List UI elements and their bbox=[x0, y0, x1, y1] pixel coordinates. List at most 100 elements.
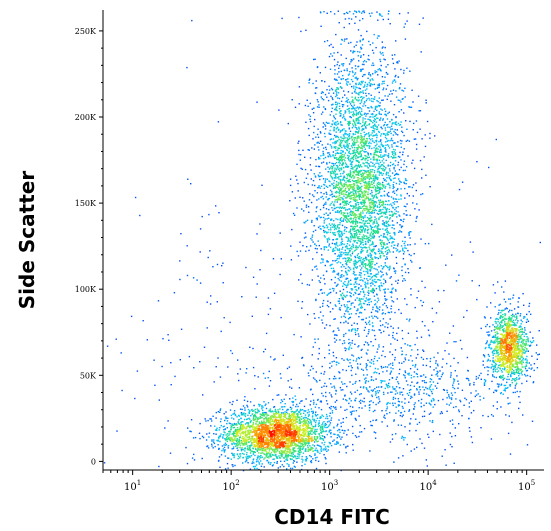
data-point bbox=[179, 359, 181, 361]
data-point bbox=[494, 389, 496, 391]
data-point bbox=[325, 191, 328, 194]
data-point bbox=[319, 172, 321, 174]
data-point bbox=[373, 212, 375, 214]
data-point bbox=[409, 423, 411, 425]
data-point bbox=[325, 391, 327, 394]
data-point bbox=[337, 255, 339, 257]
data-point bbox=[337, 277, 339, 280]
data-point bbox=[312, 458, 314, 460]
data-point bbox=[346, 97, 348, 99]
data-point bbox=[394, 272, 397, 274]
data-point bbox=[392, 388, 394, 390]
data-point bbox=[397, 400, 400, 402]
data-point bbox=[142, 320, 144, 322]
data-point bbox=[386, 370, 388, 372]
data-point bbox=[355, 68, 357, 70]
data-point bbox=[340, 167, 343, 169]
data-point bbox=[374, 303, 377, 305]
data-point bbox=[383, 282, 385, 285]
data-point bbox=[282, 406, 284, 408]
data-point bbox=[527, 320, 530, 322]
data-point bbox=[314, 454, 316, 456]
data-point bbox=[370, 94, 372, 96]
data-point bbox=[371, 165, 373, 167]
data-point bbox=[372, 162, 374, 164]
data-point bbox=[342, 114, 345, 116]
data-point bbox=[392, 364, 394, 366]
data-point bbox=[425, 174, 427, 176]
data-point bbox=[350, 400, 352, 402]
data-point bbox=[364, 214, 366, 217]
data-point bbox=[416, 330, 418, 332]
data-point bbox=[499, 322, 501, 324]
data-point bbox=[201, 435, 204, 438]
data-point bbox=[401, 405, 404, 408]
data-point bbox=[332, 351, 334, 354]
data-point bbox=[369, 323, 371, 326]
data-point bbox=[281, 17, 283, 20]
data-point bbox=[356, 79, 358, 81]
data-point bbox=[323, 454, 325, 456]
data-point bbox=[354, 400, 357, 402]
data-point bbox=[320, 12, 322, 14]
data-point bbox=[292, 456, 295, 458]
data-point bbox=[357, 346, 359, 348]
data-point bbox=[316, 251, 318, 254]
data-point bbox=[522, 352, 524, 354]
data-point bbox=[321, 162, 323, 164]
data-point bbox=[383, 82, 385, 85]
data-point bbox=[499, 324, 502, 326]
data-point bbox=[211, 443, 213, 445]
data-point bbox=[301, 448, 304, 450]
data-point bbox=[345, 79, 347, 81]
data-point bbox=[337, 441, 339, 444]
data-point bbox=[393, 177, 395, 180]
data-point bbox=[356, 248, 358, 250]
data-point bbox=[354, 282, 357, 284]
data-point bbox=[488, 355, 490, 357]
data-point bbox=[231, 443, 233, 446]
data-point bbox=[420, 299, 422, 302]
data-point bbox=[244, 396, 246, 398]
data-point bbox=[260, 460, 262, 462]
data-point bbox=[361, 206, 364, 208]
data-point bbox=[385, 200, 388, 203]
data-point bbox=[385, 144, 387, 146]
data-point bbox=[231, 403, 233, 406]
data-point bbox=[297, 182, 299, 185]
data-point bbox=[298, 103, 300, 105]
data-point bbox=[380, 135, 382, 137]
data-point bbox=[409, 318, 411, 320]
data-point bbox=[376, 197, 379, 199]
data-point bbox=[411, 186, 413, 189]
data-point bbox=[362, 216, 364, 218]
data-point bbox=[350, 18, 353, 20]
data-point bbox=[378, 191, 381, 193]
data-point bbox=[349, 241, 351, 243]
data-point bbox=[328, 229, 330, 231]
data-point bbox=[238, 422, 240, 425]
data-point bbox=[525, 321, 528, 323]
data-point bbox=[347, 301, 349, 303]
data-point bbox=[361, 400, 364, 402]
data-point bbox=[386, 425, 389, 427]
data-point bbox=[371, 276, 374, 278]
data-point bbox=[362, 387, 365, 389]
data-point bbox=[312, 393, 314, 396]
data-point bbox=[325, 196, 327, 198]
data-point bbox=[296, 179, 298, 181]
data-point bbox=[350, 411, 352, 413]
data-point bbox=[393, 168, 395, 170]
data-point bbox=[299, 154, 302, 156]
data-point bbox=[328, 431, 330, 433]
data-point bbox=[220, 424, 222, 427]
data-point bbox=[445, 464, 447, 466]
data-point bbox=[335, 131, 337, 133]
data-point bbox=[528, 367, 530, 369]
data-point bbox=[340, 115, 342, 117]
data-point bbox=[404, 343, 406, 345]
data-point bbox=[232, 447, 235, 450]
data-point bbox=[299, 250, 302, 252]
data-point bbox=[376, 87, 378, 89]
data-point bbox=[320, 262, 322, 264]
